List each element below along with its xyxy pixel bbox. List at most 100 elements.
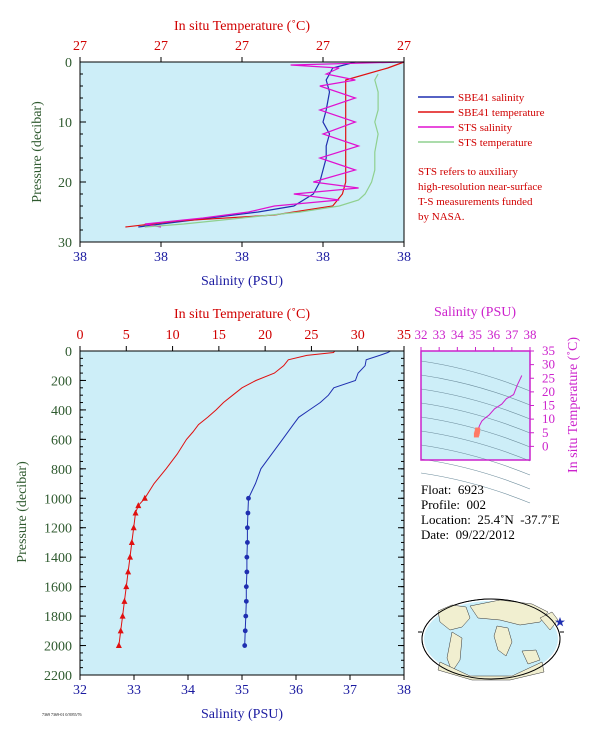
salinity-marker bbox=[242, 628, 248, 634]
map-landmass bbox=[521, 649, 541, 665]
temperature-marker bbox=[119, 612, 126, 619]
ts-right-tick-label: 0 bbox=[542, 438, 549, 453]
main-top-axis-title: In situ Temperature (˚C) bbox=[174, 307, 310, 322]
ts-top-tick-label: 37 bbox=[505, 327, 519, 342]
density-isoline bbox=[420, 360, 531, 392]
ts-right-tick-label: 15 bbox=[542, 398, 555, 413]
salinity-marker bbox=[242, 643, 248, 648]
bottom-tick-label: 38 bbox=[316, 250, 330, 265]
left-tick-label: 0 bbox=[65, 56, 72, 71]
map-landmass bbox=[446, 631, 463, 673]
note-line: by NASA. bbox=[418, 211, 465, 223]
main-bottom-tick-label: 38 bbox=[397, 683, 411, 698]
salinity-marker bbox=[245, 540, 250, 545]
main-left-tick-label: 400 bbox=[51, 404, 72, 419]
main-left-tick-label: 1400 bbox=[44, 551, 72, 566]
bottom-tick-label: 38 bbox=[73, 250, 87, 265]
temperature-marker bbox=[135, 502, 142, 509]
main-left-tick-label: 1800 bbox=[44, 610, 72, 625]
salinity-marker bbox=[243, 584, 249, 590]
main-left-tick-label: 800 bbox=[51, 463, 72, 478]
top-tick-label: 27 bbox=[316, 39, 330, 54]
ts-marker bbox=[475, 427, 481, 433]
ts-top-tick-label: 33 bbox=[433, 327, 446, 342]
left-tick-label: 20 bbox=[58, 176, 72, 191]
ts-right-tick-label: 35 bbox=[542, 343, 555, 358]
float-location-star bbox=[555, 617, 565, 627]
map-landmass bbox=[539, 611, 559, 631]
main-plot-area bbox=[80, 351, 404, 675]
density-isoline bbox=[420, 430, 531, 462]
temperature-marker bbox=[132, 509, 139, 516]
density-isoline bbox=[420, 374, 531, 406]
map-outline bbox=[421, 598, 561, 680]
main-plot-frame bbox=[79, 350, 405, 676]
main-left-tick-label: 1200 bbox=[44, 522, 72, 537]
top-tick-label: 27 bbox=[73, 39, 87, 54]
legend-label: STS temperature bbox=[458, 137, 532, 149]
float-id: Float: 6923 bbox=[421, 482, 484, 497]
salinity-marker bbox=[244, 554, 250, 560]
salinity-profile-line bbox=[244, 350, 391, 646]
series-line-sbe41-salinity bbox=[138, 61, 356, 228]
main-bottom-tick-label: 34 bbox=[181, 683, 195, 698]
main-bottom-tick-label: 33 bbox=[127, 683, 141, 698]
left-axis-title: Pressure (decibar) bbox=[30, 101, 45, 203]
density-isoline bbox=[420, 472, 531, 504]
main-top-tick-label: 0 bbox=[77, 328, 84, 343]
ts-right-tick-label: 30 bbox=[542, 357, 555, 372]
ts-top-tick-label: 34 bbox=[451, 327, 465, 342]
note-line: T-S measurements funded bbox=[418, 196, 533, 208]
main-bottom-tick-label: 35 bbox=[235, 683, 249, 698]
main-top-tick-label: 5 bbox=[123, 328, 130, 343]
ts-right-tick-label: 20 bbox=[542, 384, 555, 399]
ts-right-tick-label: 5 bbox=[542, 425, 549, 440]
ts-right-axis-title: In situ Temperature (˚C) bbox=[566, 337, 581, 473]
legend-label: SBE41 salinity bbox=[458, 92, 525, 104]
main-top-tick-label: 15 bbox=[212, 328, 226, 343]
map-landmass bbox=[493, 625, 513, 657]
main-bottom-axis-title: Salinity (PSU) bbox=[201, 707, 283, 722]
bottom-axis-title: Salinity (PSU) bbox=[201, 274, 283, 289]
profile-number: Profile: 002 bbox=[421, 497, 486, 512]
density-isoline bbox=[420, 444, 531, 476]
temperature-marker bbox=[121, 597, 128, 604]
temperature-marker bbox=[115, 642, 122, 649]
main-left-tick-label: 200 bbox=[51, 374, 72, 389]
top-plot-area bbox=[80, 62, 404, 242]
salinity-marker bbox=[244, 569, 250, 575]
salinity-marker bbox=[243, 613, 249, 619]
main-top-tick-label: 25 bbox=[304, 328, 318, 343]
main-left-tick-label: 1000 bbox=[44, 492, 72, 507]
series-line-sts-salinity bbox=[144, 61, 405, 228]
date: Date: 09/22/2012 bbox=[421, 527, 515, 542]
temperature-marker bbox=[123, 583, 130, 590]
ts-plot-area bbox=[421, 351, 530, 460]
world-map bbox=[418, 598, 565, 681]
main-top-tick-label: 10 bbox=[166, 328, 180, 343]
bottom-tick-label: 38 bbox=[154, 250, 168, 265]
salinity-marker bbox=[245, 525, 250, 531]
left-tick-label: 10 bbox=[58, 116, 72, 131]
top-tick-label: 27 bbox=[235, 39, 249, 54]
density-isoline bbox=[420, 388, 531, 420]
main-top-tick-label: 30 bbox=[351, 328, 365, 343]
top-tick-label: 27 bbox=[154, 39, 168, 54]
bottom-tick-label: 38 bbox=[397, 250, 411, 265]
main-left-tick-label: 1600 bbox=[44, 581, 72, 596]
ts-top-tick-label: 32 bbox=[415, 327, 428, 342]
main-bottom-tick-label: 36 bbox=[289, 683, 303, 698]
top-axis-title: In situ Temperature (˚C) bbox=[174, 19, 310, 34]
main-bottom-tick-label: 37 bbox=[343, 683, 357, 698]
top-tick-label: 27 bbox=[397, 39, 411, 54]
bottom-tick-label: 38 bbox=[235, 250, 249, 265]
footer-code: 7369 7369-01 0/3955/76 bbox=[42, 712, 82, 717]
salinity-marker bbox=[243, 598, 249, 604]
series-line-sts-temperature bbox=[144, 73, 379, 228]
temperature-marker bbox=[126, 553, 133, 560]
salinity-marker bbox=[245, 510, 251, 516]
temperature-marker bbox=[128, 538, 135, 545]
temperature-marker bbox=[141, 494, 148, 501]
ts-top-tick-label: 36 bbox=[487, 327, 501, 342]
legend-label: STS salinity bbox=[458, 122, 513, 134]
